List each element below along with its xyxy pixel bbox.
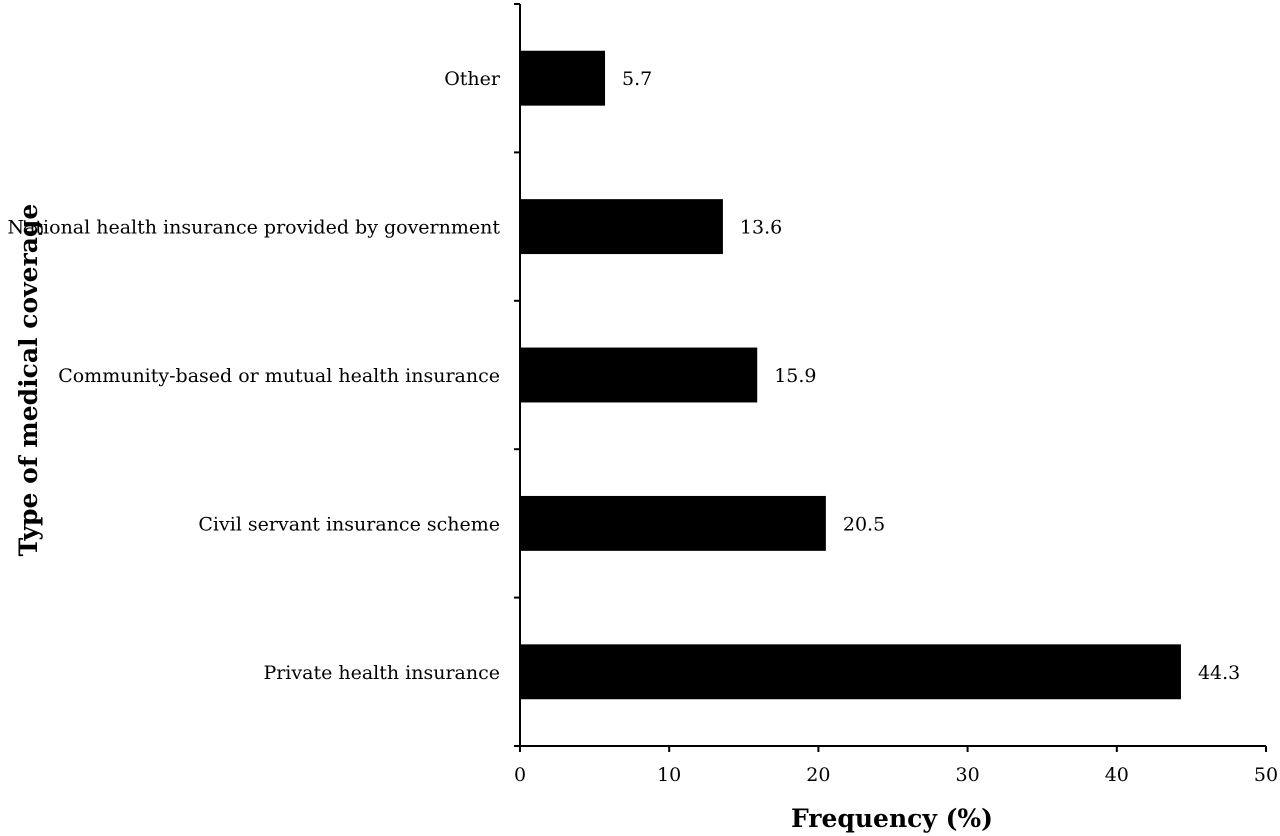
- value-label: 13.6: [740, 217, 782, 239]
- category-label: Other: [444, 68, 501, 90]
- bar: [520, 644, 1181, 700]
- bars-group: [520, 50, 1181, 700]
- bar: [520, 199, 723, 255]
- bar: [520, 347, 758, 403]
- value-labels: 5.7 13.6 15.9 20.5 44.3: [622, 68, 1240, 684]
- x-tick-label: 30: [956, 764, 980, 786]
- category-labels: Other National health insurance provided …: [7, 68, 500, 684]
- bar: [520, 50, 606, 106]
- category-label: National health insurance provided by go…: [7, 217, 500, 239]
- value-label: 20.5: [843, 513, 885, 535]
- category-label: Civil servant insurance scheme: [198, 513, 500, 535]
- category-label: Community-based or mutual health insuran…: [58, 365, 500, 387]
- x-tick-label: 10: [657, 764, 681, 786]
- y-axis-title: Type of medical coverage: [14, 204, 43, 557]
- value-label: 44.3: [1198, 662, 1240, 684]
- value-label: 5.7: [622, 68, 652, 90]
- bar: [520, 495, 826, 551]
- x-axis-ticks: 0 10 20 30 40 50: [514, 746, 1278, 786]
- x-tick-label: 40: [1105, 764, 1129, 786]
- x-tick-label: 50: [1254, 764, 1278, 786]
- x-tick-label: 20: [806, 764, 830, 786]
- category-label: Private health insurance: [263, 662, 500, 684]
- x-tick-label: 0: [514, 764, 526, 786]
- x-axis-title: Frequency (%): [791, 804, 993, 833]
- value-label: 15.9: [774, 365, 816, 387]
